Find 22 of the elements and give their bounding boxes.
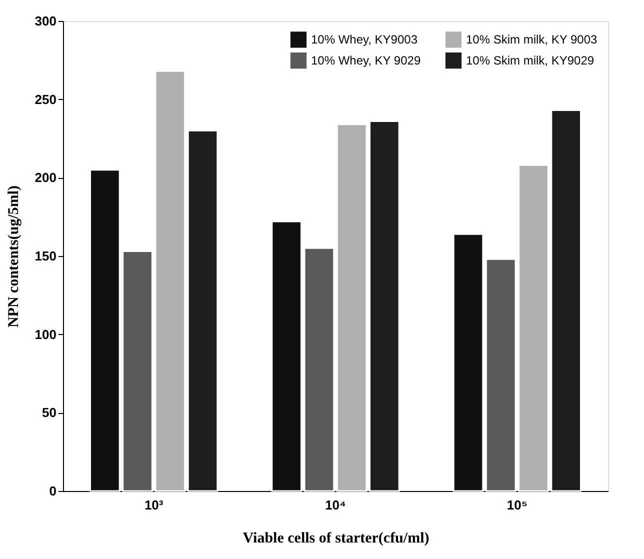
bar bbox=[452, 233, 484, 492]
legend-label: 10% Skim milk, KY9029 bbox=[466, 54, 594, 68]
legend-label: 10% Whey, KY 9029 bbox=[311, 54, 421, 68]
bar bbox=[304, 247, 335, 492]
y-tick-label: 300 bbox=[34, 14, 56, 28]
y-tick-label: 100 bbox=[34, 326, 56, 342]
x-tick-label: 10³ bbox=[144, 498, 164, 512]
legend-label: 10% Whey, KY9003 bbox=[311, 32, 418, 47]
y-axis-title: NPN contents(ug/5ml) bbox=[6, 185, 22, 328]
bar bbox=[336, 124, 368, 492]
legend-label: 10% Skim milk, KY 9003 bbox=[466, 32, 598, 47]
x-tick-label: 10⁵ bbox=[506, 498, 528, 512]
y-tick-label: 50 bbox=[42, 405, 56, 420]
x-tick-label: 10⁴ bbox=[325, 498, 346, 512]
bar bbox=[271, 220, 302, 492]
bar bbox=[187, 130, 218, 492]
y-tick-label: 250 bbox=[34, 92, 56, 107]
y-tick-label: 200 bbox=[34, 170, 56, 186]
y-tick-label: 0 bbox=[49, 484, 56, 498]
x-axis-title: Viable cells of starter(cfu/ml) bbox=[242, 530, 430, 546]
bar bbox=[368, 120, 400, 492]
y-tick-label: 150 bbox=[34, 248, 56, 264]
